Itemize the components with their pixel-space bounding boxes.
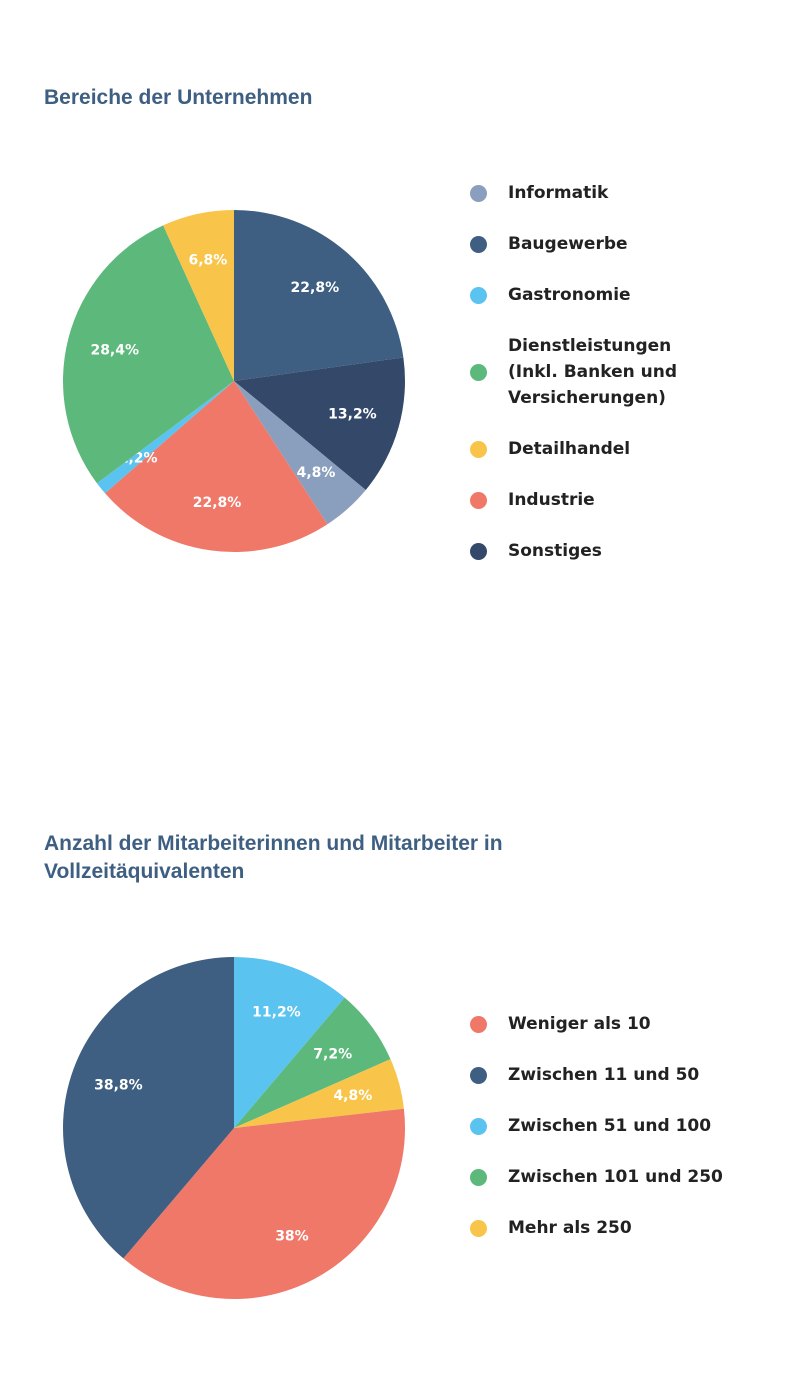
- legend-label: Sonstiges: [508, 541, 602, 561]
- data-label-zwischen-51-und-100: 11,2%: [252, 1004, 301, 1020]
- pie-slice-industrie: [105, 381, 328, 552]
- legend-label: Informatik: [508, 183, 609, 203]
- legend-swatch-icon: [470, 286, 487, 304]
- pie-slice-dienstleistungen-inkl-banken-und-versicherungen: [62, 225, 234, 484]
- data-label-mehr-als-250: 4,8%: [333, 1088, 372, 1104]
- legend-label: Dienstleistungen (Inkl. Banken und Versi…: [508, 336, 678, 408]
- legend-label: Gastronomie: [508, 285, 631, 305]
- legend-item-sonstiges: Sonstiges: [470, 538, 788, 564]
- legend-item-detailhandel: Detailhandel: [470, 436, 788, 462]
- legend-label: Weniger als 10: [508, 1014, 651, 1034]
- pie-slice-zwischen-101-und-250: [234, 997, 391, 1128]
- legend-item-zwischen-101-und-250: Zwischen 101 und 250: [470, 1164, 788, 1190]
- legend-label: Mehr als 250: [508, 1218, 632, 1238]
- legend-item-dienstleistungen-inkl-banken-und-versicherungen: Dienstleistungen (Inkl. Banken und Versi…: [470, 333, 788, 411]
- legend-swatch-icon: [470, 491, 487, 509]
- data-label-industrie: 22,8%: [193, 495, 242, 511]
- legend-swatch-icon: [470, 184, 487, 202]
- data-label-baugewerbe: 22,8%: [291, 280, 340, 296]
- legend-label: Zwischen 101 und 250: [508, 1167, 723, 1187]
- pie-slice-detailhandel: [163, 210, 234, 381]
- legend-swatch-icon: [470, 1117, 487, 1135]
- legend-item-baugewerbe: Baugewerbe: [470, 231, 788, 257]
- legend-label: Industrie: [508, 490, 595, 510]
- legend-swatch-icon: [470, 1066, 487, 1084]
- data-label-informatik: 4,8%: [297, 465, 336, 481]
- legend-item-zwischen-11-und-50: Zwischen 11 und 50: [470, 1062, 788, 1088]
- pie-slice-zwischen-11-und-50: [62, 957, 234, 1259]
- legend-swatch-icon: [470, 1015, 487, 1033]
- pie-slice-weniger-als-10: [123, 1108, 406, 1300]
- pie-slice-gastronomie: [96, 381, 235, 494]
- pie-chart-business-sectors: 22,8%13,2%4,8%22,8%1,2%28,4%6,8%: [62, 210, 405, 552]
- legend-item-zwischen-51-und-100: Zwischen 51 und 100: [470, 1113, 788, 1139]
- legend-item-gastronomie: Gastronomie: [470, 282, 788, 308]
- pie-slice-mehr-als-250: [234, 1059, 404, 1128]
- legend-swatch-icon: [470, 1219, 487, 1237]
- data-label-dienstleistungen-inkl-banken-und-versicherungen: 28,4%: [90, 342, 139, 358]
- pie-slice-sonstiges: [234, 357, 405, 490]
- chart-title-business-sectors: Bereiche der Unternehmen: [44, 86, 313, 109]
- legend-item-industrie: Industrie: [470, 487, 788, 513]
- legend-business-sectors: Informatik Baugewerbe Gastronomie Dienstlei…: [470, 180, 788, 589]
- pie-slice-zwischen-51-und-100: [234, 957, 345, 1128]
- data-label-sonstiges: 13,2%: [328, 407, 377, 423]
- legend-label: Detailhandel: [508, 439, 631, 459]
- chart-title-employees-fte: Anzahl der Mitarbeiterinnen und Mitarbei…: [44, 832, 503, 883]
- legend-swatch-icon: [470, 1168, 487, 1186]
- legend-employees-fte: Weniger als 10 Zwischen 11 und 50 Zwischen…: [470, 1011, 788, 1266]
- legend-item-informatik: Informatik: [470, 180, 788, 206]
- data-label-detailhandel: 6,8%: [188, 253, 227, 269]
- legend-swatch-icon: [470, 440, 487, 458]
- data-label-zwischen-101-und-250: 7,2%: [313, 1046, 352, 1062]
- pie-slice-baugewerbe: [234, 210, 404, 381]
- legend-label: Zwischen 51 und 100: [508, 1116, 712, 1136]
- data-label-weniger-als-10: 38%: [275, 1229, 309, 1245]
- legend-item-weniger-als-10: Weniger als 10: [470, 1011, 788, 1037]
- legend-label: Baugewerbe: [508, 234, 628, 254]
- pie-slice-informatik: [234, 381, 366, 525]
- legend-swatch-icon: [470, 542, 487, 560]
- legend-swatch-icon: [470, 363, 487, 381]
- data-label-zwischen-11-und-50: 38,8%: [94, 1078, 143, 1094]
- legend-item-mehr-als-250: Mehr als 250: [470, 1215, 788, 1241]
- legend-label: Zwischen 11 und 50: [508, 1065, 700, 1085]
- legend-swatch-icon: [470, 235, 487, 253]
